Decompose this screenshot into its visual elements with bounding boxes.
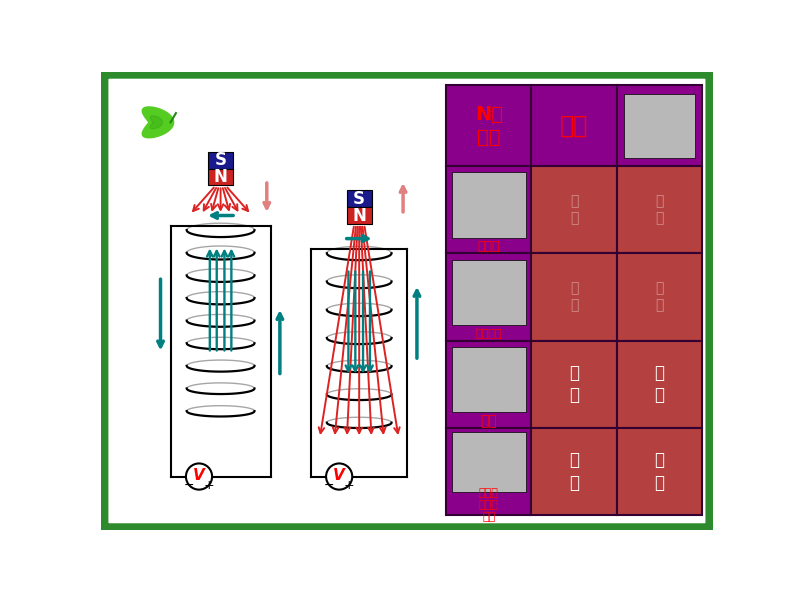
Text: 增
加: 增 加 (655, 194, 664, 225)
Text: 方向: 方向 (480, 414, 497, 428)
Text: −: − (183, 479, 195, 492)
Text: 磁通量: 磁通量 (477, 240, 500, 253)
Bar (531, 166, 617, 253)
Bar (347, 207, 372, 224)
Text: 重叠方向: 重叠方向 (476, 329, 502, 339)
Text: 向
上: 向 上 (569, 451, 579, 492)
Bar (347, 190, 372, 207)
Bar (452, 260, 526, 325)
Text: 向
下: 向 下 (655, 281, 664, 313)
Bar (446, 253, 531, 341)
Text: 向
下: 向 下 (654, 451, 665, 492)
Text: 向
上: 向 上 (569, 364, 579, 404)
Bar (446, 428, 531, 515)
Bar (208, 151, 233, 169)
Bar (452, 432, 526, 492)
Bar (617, 428, 702, 515)
Text: 向
上: 向 上 (570, 281, 578, 313)
Bar (446, 341, 531, 428)
Circle shape (326, 464, 353, 490)
Text: 向
上: 向 上 (654, 364, 665, 404)
Text: +: + (344, 479, 354, 492)
Text: −: − (324, 479, 334, 492)
Text: 增
加: 增 加 (570, 194, 578, 225)
Text: 感应电
流磁场
方向: 感应电 流磁场 方向 (479, 488, 499, 523)
Bar (623, 94, 695, 158)
Bar (452, 172, 526, 238)
Text: N极
向下: N极 向下 (475, 104, 503, 147)
Text: N: N (214, 168, 228, 186)
Bar (446, 85, 531, 166)
Bar (208, 169, 233, 185)
Text: V: V (333, 467, 345, 483)
Text: N: N (353, 206, 366, 225)
Bar (531, 85, 617, 166)
Bar (531, 428, 617, 515)
Circle shape (186, 464, 212, 490)
Bar (617, 85, 702, 166)
Text: 插入: 插入 (560, 114, 588, 138)
FancyBboxPatch shape (103, 74, 711, 528)
Bar (617, 166, 702, 253)
Text: S: S (353, 190, 365, 207)
Polygon shape (142, 107, 174, 138)
Bar (617, 253, 702, 341)
Text: S: S (214, 151, 226, 169)
Bar (531, 253, 617, 341)
Text: V: V (193, 467, 205, 483)
Bar (531, 341, 617, 428)
Bar (452, 347, 526, 412)
Polygon shape (150, 116, 163, 129)
Bar (617, 341, 702, 428)
Bar (446, 166, 531, 253)
Text: +: + (204, 479, 214, 492)
